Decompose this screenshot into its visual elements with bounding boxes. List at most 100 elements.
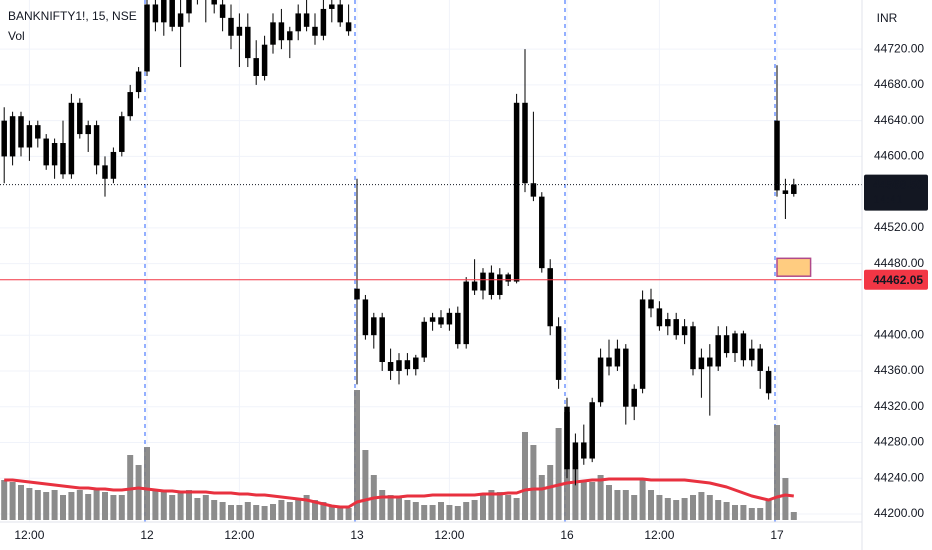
candle-body	[110, 151, 117, 179]
candle-body	[102, 165, 108, 179]
volume-bar	[522, 432, 528, 520]
volume-bar	[68, 492, 75, 520]
last-price-label: 44568.50	[873, 178, 923, 192]
candle-body	[35, 125, 41, 139]
volume-bar	[648, 490, 654, 520]
candle-body	[648, 299, 654, 309]
candle-body	[665, 319, 671, 327]
y-tick-label: 44200.00	[874, 506, 924, 520]
candle-body	[572, 442, 579, 470]
volume-bar	[43, 492, 50, 520]
volume-bar	[656, 495, 663, 520]
candle-body	[740, 333, 747, 361]
plot-area	[0, 0, 862, 522]
volume-bar	[303, 495, 310, 520]
candle-body	[539, 196, 545, 269]
candle-body	[404, 360, 411, 370]
x-tick-label: 12:00	[14, 528, 44, 542]
candle-body	[707, 357, 713, 367]
volume-bar	[194, 498, 201, 520]
currency-label[interactable]: INR	[877, 11, 898, 25]
y-tick-label: 44640.00	[874, 113, 924, 127]
x-tick-label: 13	[350, 528, 364, 542]
candle-body	[127, 92, 133, 117]
candle-body	[261, 44, 268, 76]
volume-bar	[60, 495, 66, 520]
candle-body	[177, 13, 184, 27]
axes: 44720.00 44680.00 44640.00 44600.00 44520.00…	[14, 41, 928, 542]
volume-bar	[580, 480, 587, 520]
volume-bar	[354, 390, 360, 520]
candle-body	[144, 4, 150, 72]
y-tick-label: 44680.00	[874, 77, 924, 91]
candle-body	[597, 357, 604, 403]
volume-bar	[673, 500, 680, 520]
volume-bar	[85, 494, 92, 520]
candle-body	[85, 125, 91, 135]
volume-bar	[396, 498, 402, 520]
candle-body	[161, 0, 167, 23]
candle-body	[169, 0, 175, 27]
volume-bar	[345, 508, 352, 520]
volume-bar	[270, 504, 276, 520]
volume-bar	[622, 490, 629, 520]
volume-bar	[496, 492, 503, 520]
volume-bar	[639, 480, 646, 520]
candle-body	[723, 335, 730, 354]
volume-bar	[152, 490, 159, 520]
candle-body	[186, 0, 192, 14]
candle-body	[581, 442, 587, 459]
candle-body	[791, 184, 797, 194]
volume-bar	[446, 505, 453, 520]
candle-body	[656, 308, 663, 327]
x-tick-label: 12	[140, 528, 154, 542]
volume-ma-line	[4, 477, 794, 509]
volume-bar	[681, 498, 688, 520]
volume-bar	[228, 505, 234, 520]
volume-bar	[278, 500, 285, 520]
volume-bar	[631, 495, 638, 520]
candle-body	[371, 317, 377, 336]
candle-body	[530, 183, 537, 197]
volume-bar	[236, 505, 243, 520]
candle-body	[152, 4, 159, 23]
volume-bar	[429, 505, 436, 520]
candle-body	[303, 13, 310, 27]
volume-bar	[782, 478, 789, 520]
candle-body	[749, 348, 755, 361]
candle-body	[463, 281, 469, 345]
volume-bar	[93, 490, 100, 520]
volume-bar	[135, 465, 142, 520]
volume-bar	[261, 506, 268, 520]
volume-bar	[9, 482, 16, 520]
volume-bar	[169, 495, 176, 520]
volume-bar	[454, 506, 461, 520]
candle-body	[471, 281, 478, 291]
x-tick-label: 12:00	[644, 528, 674, 542]
candle-body	[228, 17, 234, 36]
candle-body	[513, 102, 520, 282]
candle-body	[270, 22, 276, 45]
volume-bar	[144, 447, 150, 520]
candle-body	[438, 317, 444, 325]
candle-body	[337, 4, 343, 23]
candle-body	[354, 288, 360, 300]
volume-bar	[26, 488, 33, 520]
y-tick-label: 44320.00	[874, 399, 924, 413]
y-tick-label: 44600.00	[874, 149, 924, 163]
x-tick-label: 12:00	[224, 528, 254, 542]
candle-body	[295, 13, 301, 32]
volume-bar	[34, 490, 41, 520]
candle-body	[93, 125, 100, 166]
volume-bar	[664, 498, 671, 520]
candle-body	[757, 348, 763, 371]
candle-body	[51, 143, 58, 166]
y-tick-label: 44480.00	[874, 256, 924, 270]
candle-body	[555, 326, 562, 380]
volume-bar	[480, 495, 486, 520]
candle-body	[690, 326, 696, 370]
volume-bar	[555, 428, 562, 520]
volume-bar	[286, 502, 293, 520]
volume-bar	[379, 490, 386, 520]
